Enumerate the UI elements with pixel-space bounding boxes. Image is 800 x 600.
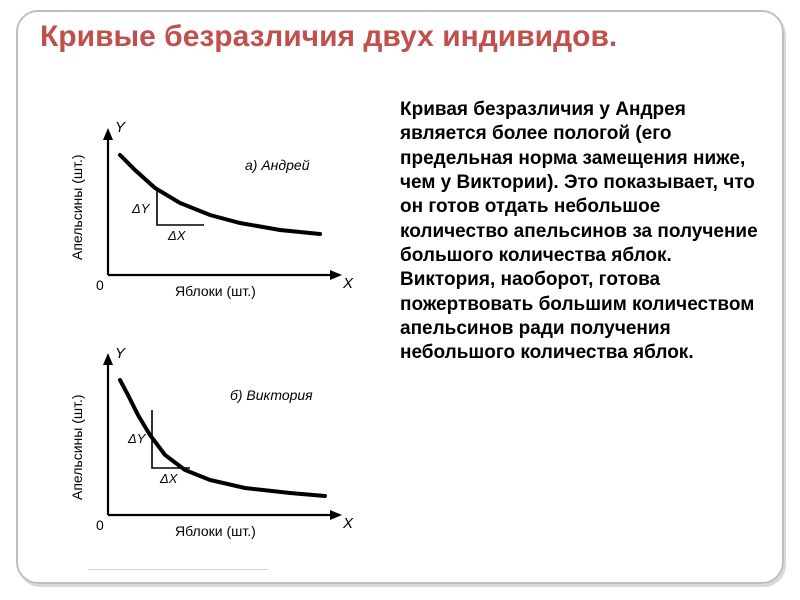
- origin-label-b: 0: [96, 517, 104, 533]
- x-axis-caption-a: Яблоки (шт.): [175, 283, 256, 299]
- y-var-label: Y: [115, 119, 126, 136]
- y-axis-arrow: [103, 128, 113, 140]
- delta-y-label-b: ΔY: [127, 431, 147, 446]
- x-var-label-b: X: [342, 515, 354, 532]
- chart-victoria: Y X 0 ΔY ΔX б) Виктория Апельсины (шт.) …: [60, 340, 360, 560]
- footer-separator: [88, 569, 268, 570]
- x-var-label: X: [342, 275, 354, 292]
- x-axis-caption-b: Яблоки (шт.): [175, 523, 256, 539]
- x-axis-arrow-b: [330, 510, 342, 520]
- slide: Кривые безразличия двух индивидов. Крива…: [0, 0, 800, 600]
- explanatory-text: Кривая безразличия у Андрея является бол…: [400, 98, 770, 365]
- y-axis-arrow-b: [103, 353, 113, 365]
- origin-label: 0: [96, 277, 104, 293]
- slide-title: Кривые безразличия двух индивидов.: [40, 20, 760, 55]
- chart-andrey: Y X 0 ΔY ΔX а) Андрей Апельсины (шт.) Яб…: [60, 110, 360, 320]
- subject-label-b: б) Виктория: [230, 387, 313, 403]
- y-axis-caption-b: Апельсины (шт.): [69, 394, 85, 500]
- x-axis-arrow: [330, 270, 342, 280]
- delta-x-label-b: ΔX: [159, 471, 179, 486]
- y-var-label-b: Y: [115, 345, 126, 362]
- y-axis-caption-a: Апельсины (шт.): [69, 154, 85, 260]
- delta-y-label-a: ΔY: [131, 201, 151, 216]
- subject-label-a: а) Андрей: [245, 157, 310, 173]
- delta-x-label-a: ΔX: [167, 228, 187, 243]
